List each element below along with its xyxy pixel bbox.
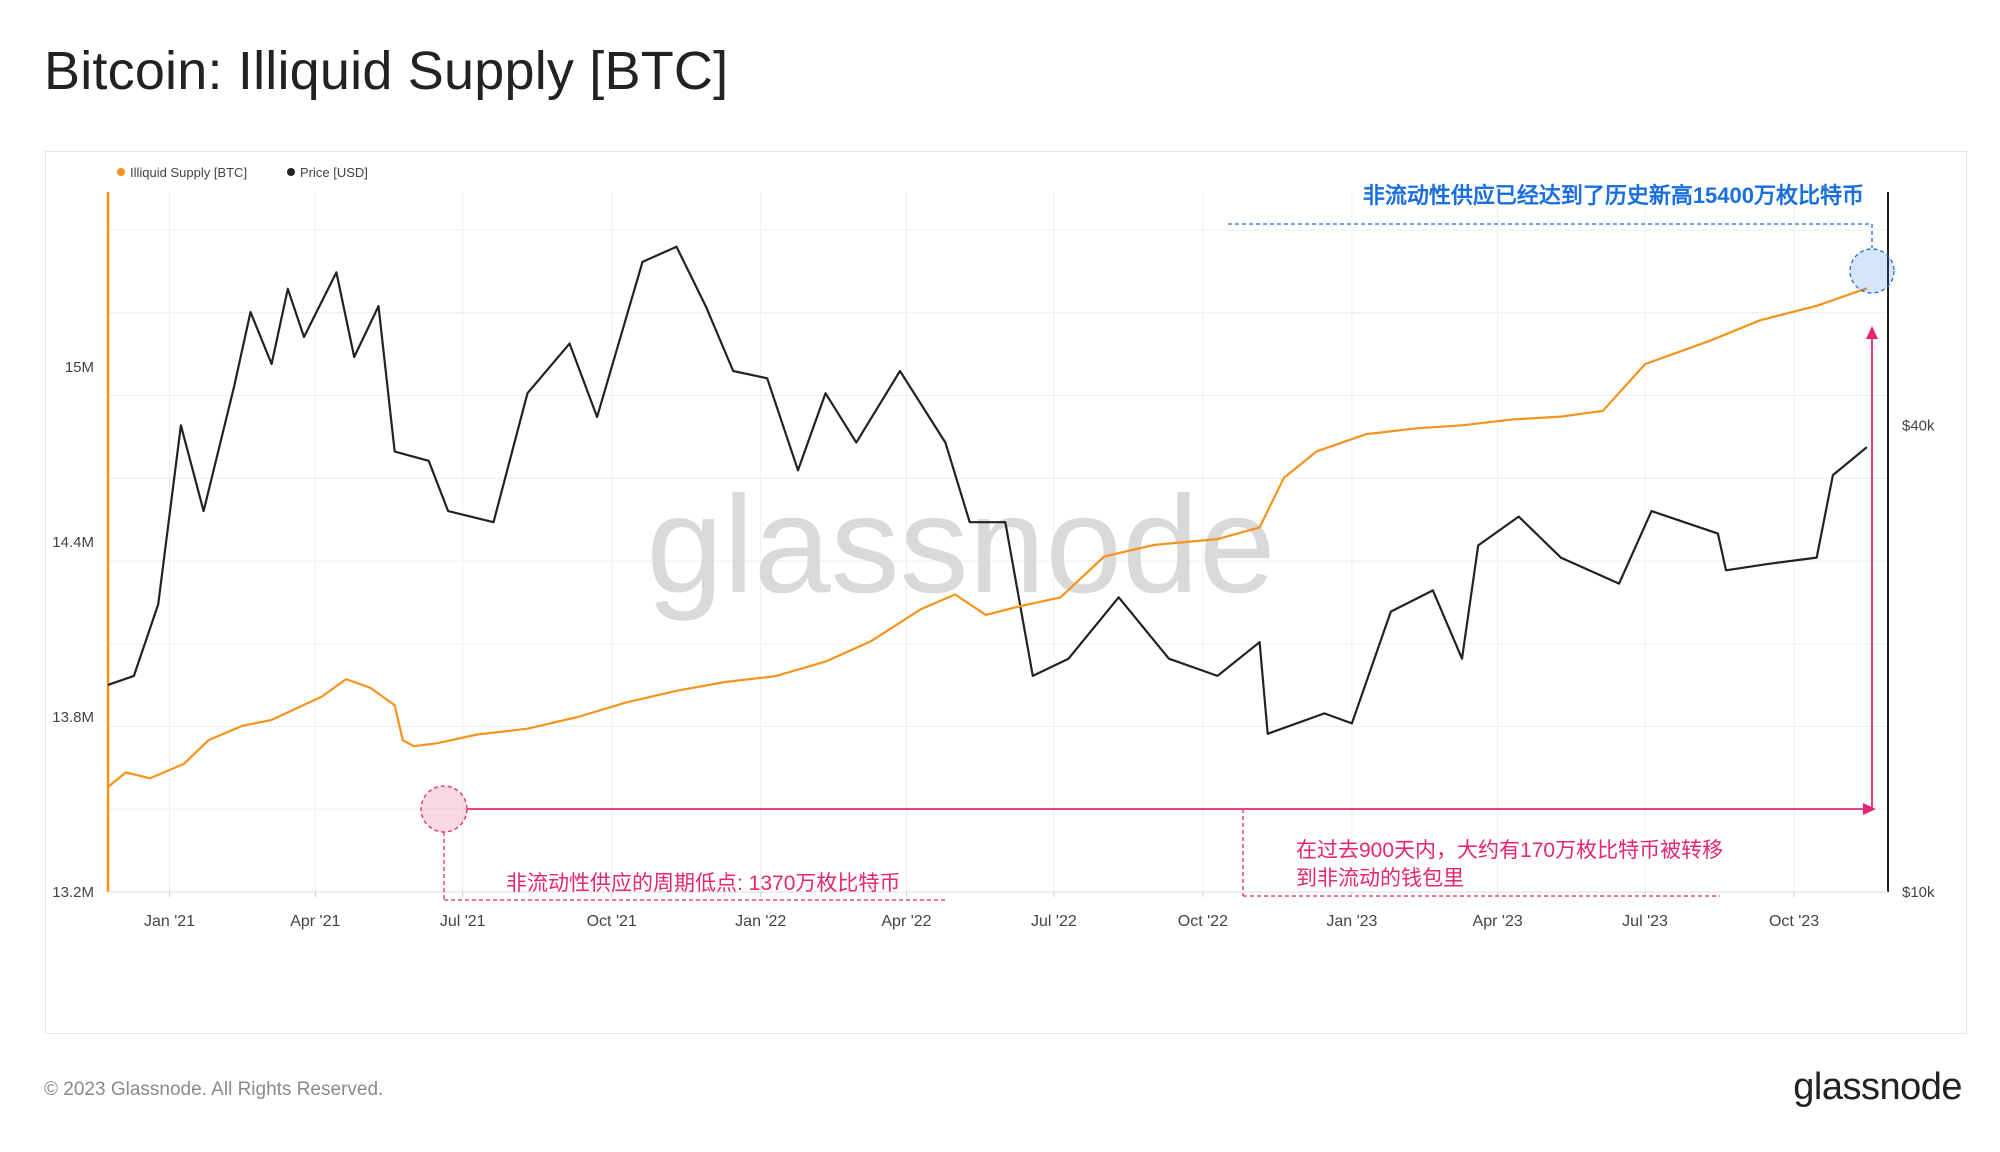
legend-marker	[117, 168, 125, 176]
y-left-tick-label: 13.8M	[52, 709, 94, 726]
annotation-horizontal-arrowhead	[1863, 803, 1876, 815]
grid-layer	[108, 192, 1888, 893]
x-tick-label: Jul '21	[440, 913, 486, 930]
annotation-layer: 非流动性供应已经达到了历史新高15400万枚比特币 非流动性供应的周期低点: 1…	[420, 183, 1895, 901]
illiquid-supply-series-line	[107, 287, 1868, 788]
annotation-ath-text: 非流动性供应已经达到了历史新高15400万枚比特币	[1363, 183, 1864, 208]
x-tick-label: Apr '21	[290, 913, 340, 930]
x-tick-label: Jan '21	[144, 913, 195, 930]
axes-layer: Jan '21 Apr '21 Jul '21 Oct '21 Jan '22 Apr '…	[52, 192, 1935, 930]
legend-label: Illiquid Supply [BTC]	[130, 165, 247, 180]
annotation-900d-line2: 到非流动的钱包里	[1296, 867, 1464, 890]
legend-label: Price [USD]	[300, 165, 368, 180]
x-tick-label: Apr '22	[881, 913, 931, 930]
annotation-low-circle	[420, 785, 468, 833]
x-tick-label: Apr '23	[1473, 913, 1523, 930]
annotation-vertical-arrowhead	[1866, 326, 1878, 339]
chart-svg: glassnode Jan '21 Apr '21 Jul '21 Oct '21 Ja…	[52, 165, 1935, 930]
x-tick-label: Jan '22	[735, 913, 786, 930]
glassnode-logo: glassnode	[1793, 1066, 1962, 1108]
annotation-ath-circle	[1849, 248, 1895, 294]
series-layer	[107, 245, 1868, 788]
x-tick-label: Jul '23	[1622, 913, 1668, 930]
legend: Illiquid Supply [BTC] Price [USD]	[117, 165, 368, 180]
y-left-tick-label: 15M	[65, 359, 94, 376]
annotation-900d-line1: 在过去900天内，大约有170万枚比特币被转移	[1296, 839, 1723, 862]
y-right-tick-label: $10k	[1902, 884, 1935, 901]
x-tick-label: Oct '22	[1178, 913, 1228, 930]
y-left-tick-label: 14.4M	[52, 534, 94, 551]
x-tick-label: Oct '23	[1769, 913, 1819, 930]
x-tick-label: Oct '21	[587, 913, 637, 930]
legend-marker	[287, 168, 295, 176]
annotation-low-text: 非流动性供应的周期低点: 1370万枚比特币	[506, 872, 900, 895]
y-left-tick-label: 13.2M	[52, 884, 94, 901]
page-title: Bitcoin: Illiquid Supply [BTC]	[44, 41, 729, 101]
copyright-text: © 2023 Glassnode. All Rights Reserved.	[44, 1079, 384, 1100]
x-tick-label: Jan '23	[1326, 913, 1377, 930]
price-series-line	[107, 245, 1868, 735]
x-tick-label: Jul '22	[1031, 913, 1077, 930]
y-right-tick-label: $40k	[1902, 417, 1935, 434]
chart-frame: glassnode Jan '21 Apr '21 Jul '21 Oct '21 Ja…	[45, 151, 1967, 1034]
